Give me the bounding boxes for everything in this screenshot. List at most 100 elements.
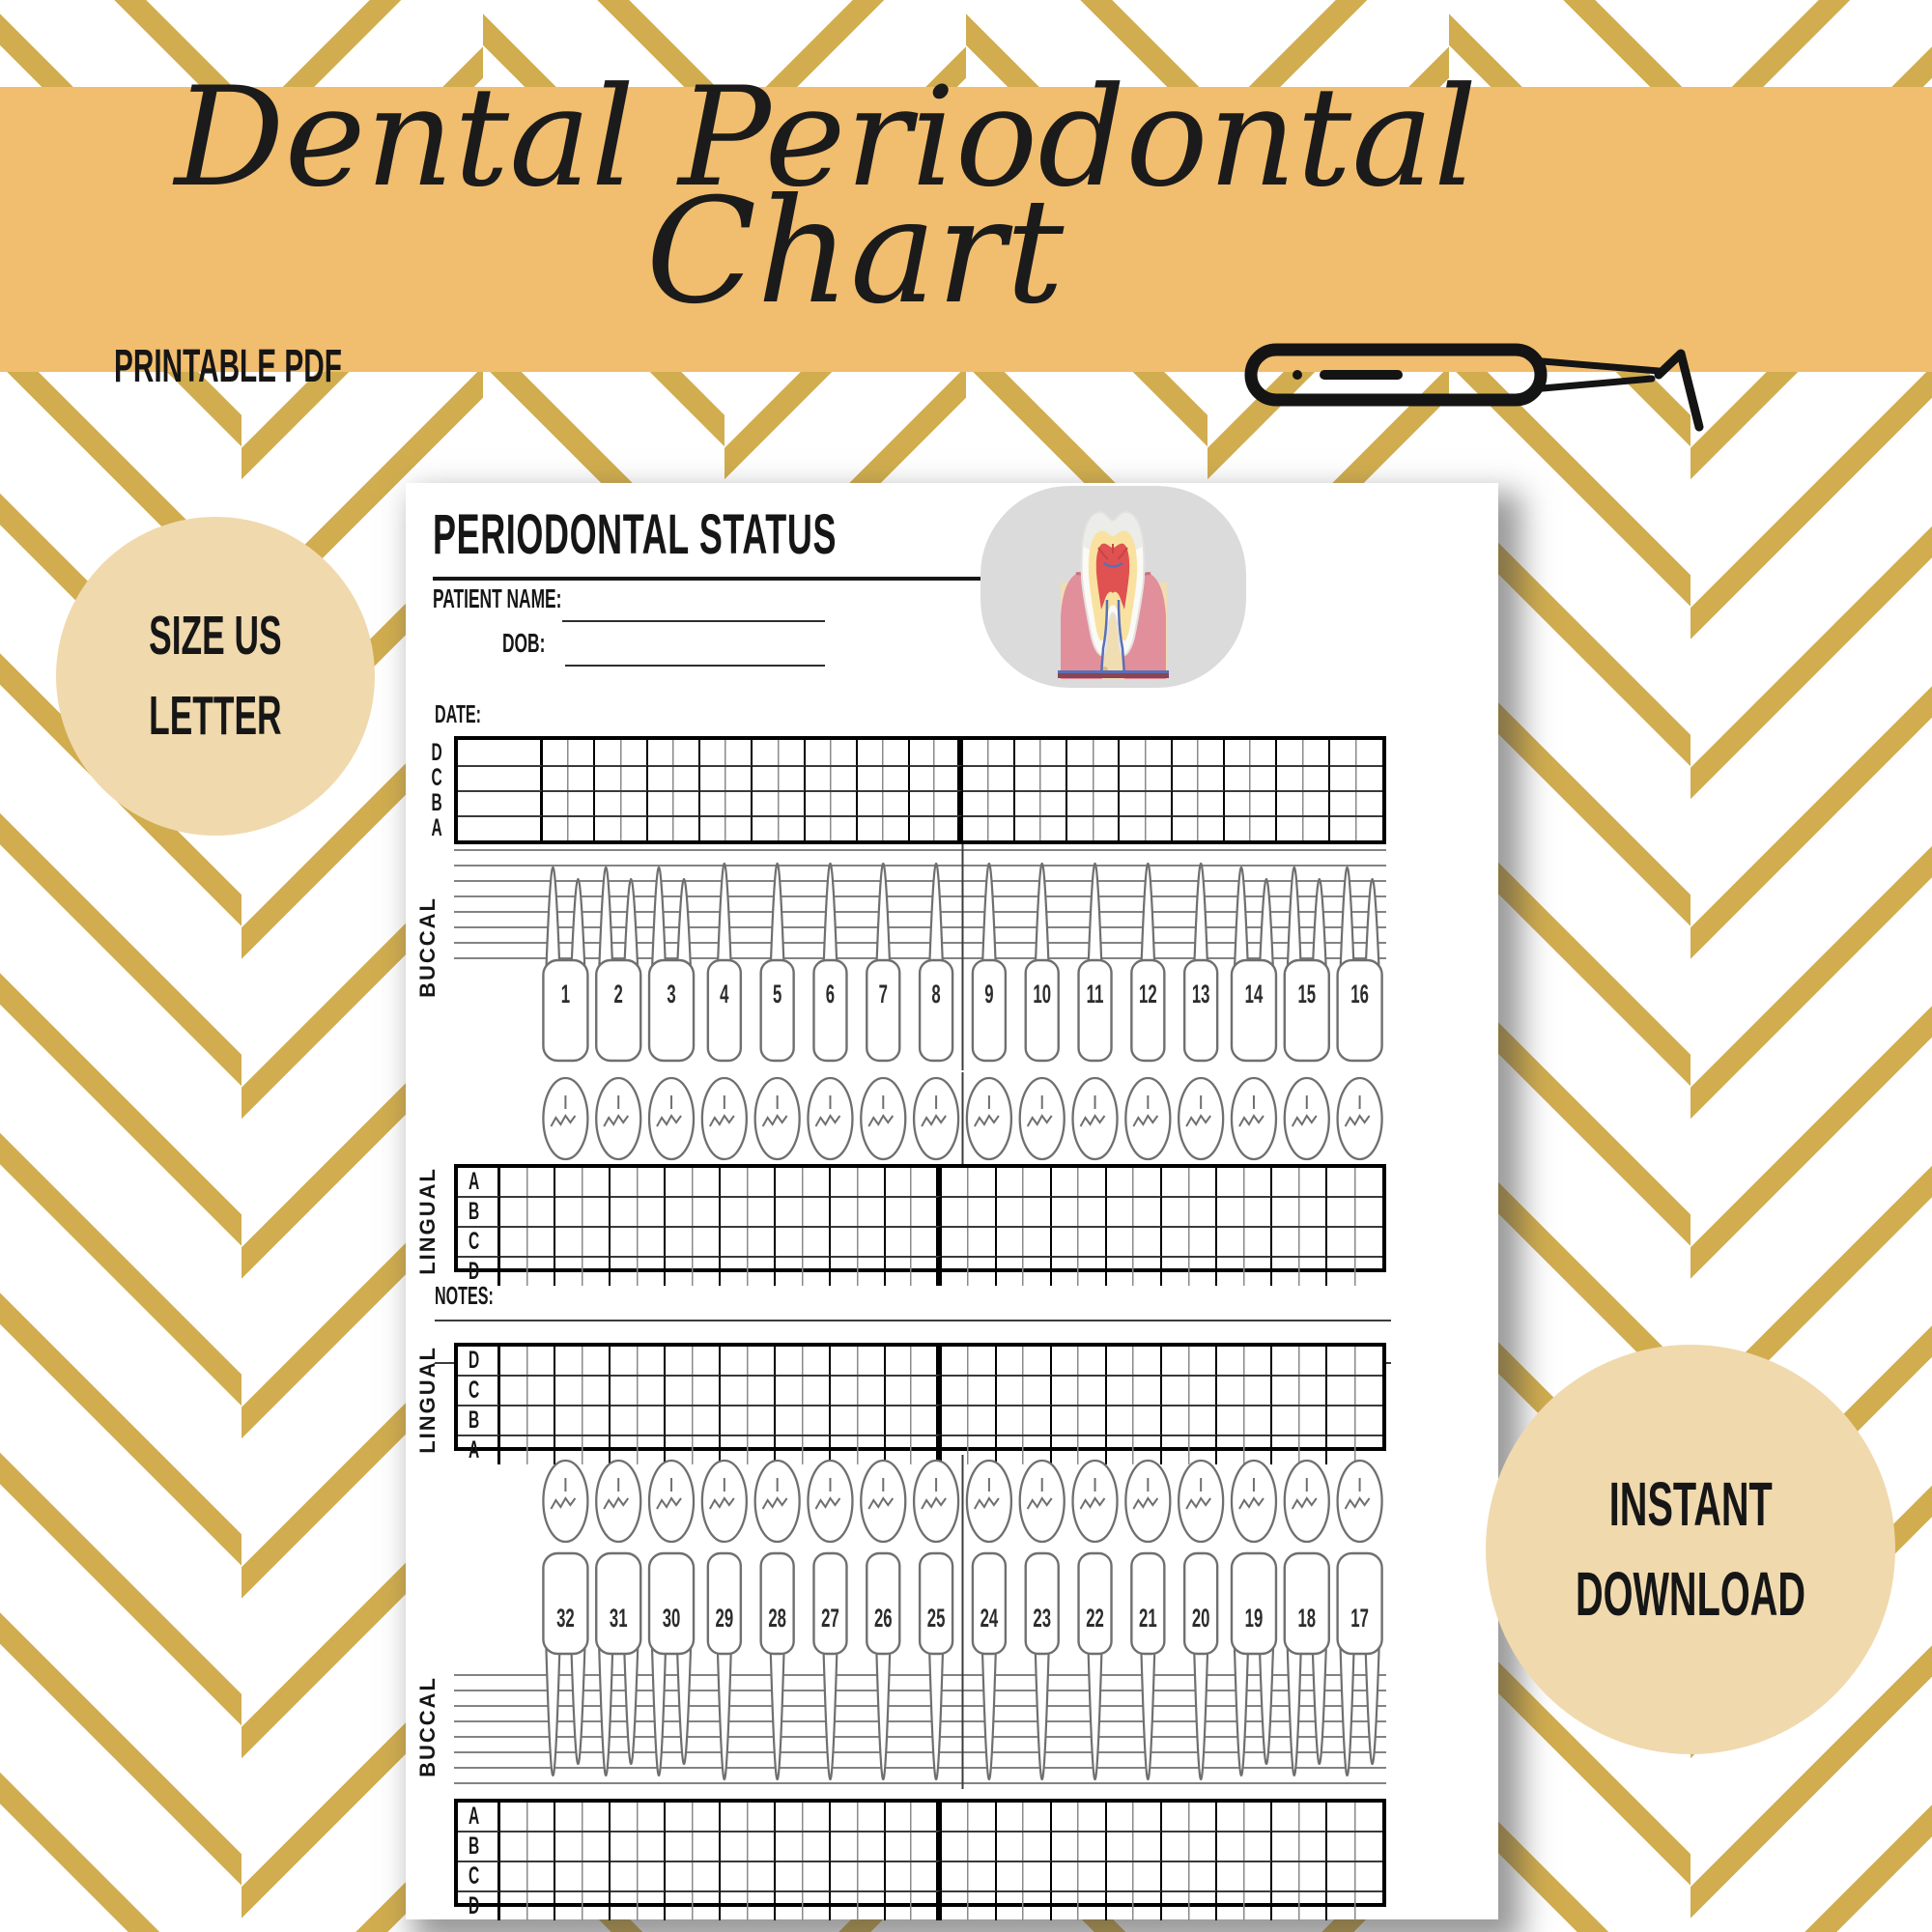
- grid-cell: A: [458, 1435, 500, 1464]
- grid-cell: [1067, 765, 1121, 790]
- grid-cell: [721, 1168, 777, 1196]
- grid-cell: [776, 1803, 832, 1831]
- grid-cell: [857, 815, 911, 840]
- grid-cell: [805, 790, 858, 815]
- printable-pdf-label: PRINTABLE PDF: [114, 341, 342, 392]
- grid-cell: [1051, 1256, 1107, 1286]
- grid-cell: [1216, 1803, 1272, 1831]
- grid-cell: B: [458, 1405, 500, 1435]
- tooth-number: 26: [874, 1604, 893, 1633]
- lower-teeth-buccal-diagram: 32 31 30 29 28 27 26 25 24 23 22 21 20 19 18 17: [454, 1546, 1386, 1789]
- grid-cell: [1106, 1347, 1162, 1375]
- grid-cell: [1051, 1405, 1107, 1435]
- grid-cell: [647, 815, 700, 840]
- grid-cell: B: [458, 1831, 500, 1861]
- grid-cell: [1326, 1435, 1382, 1464]
- grid-cell: [831, 1861, 887, 1890]
- tooth-number: 5: [773, 980, 781, 1009]
- grid-cell: [1014, 790, 1068, 815]
- grid-cell: [941, 1831, 997, 1861]
- grid-cell: [886, 1168, 942, 1196]
- tooth-number: 1: [561, 980, 570, 1009]
- grid-cell: D: [458, 1347, 500, 1375]
- upper-lingual-section-label: LINGUAL: [415, 1167, 440, 1275]
- grid-cell: [721, 1405, 777, 1435]
- grid-cell: [1014, 740, 1068, 765]
- grid-cell: [776, 1435, 832, 1464]
- grid-cell: [1277, 790, 1330, 815]
- grid-cell: [1172, 815, 1226, 840]
- grid-cell: [611, 1435, 667, 1464]
- grid-cell: [721, 1435, 777, 1464]
- dob-line: [565, 665, 825, 667]
- grid-cell: [555, 1831, 611, 1861]
- grid-cell: [1051, 1831, 1107, 1861]
- grid-cell: C: [458, 1226, 500, 1256]
- grid-cell: [721, 1831, 777, 1861]
- grid-cell: [1106, 1405, 1162, 1435]
- grid-cell: [555, 1803, 611, 1831]
- grid-cell: [555, 1375, 611, 1405]
- grid-cell: [1051, 1347, 1107, 1375]
- tooth-number: 15: [1297, 980, 1316, 1009]
- grid-cell: [941, 1347, 997, 1375]
- grid-cell: [666, 1256, 722, 1286]
- tooth-number: 31: [610, 1604, 628, 1633]
- grid-cell: [555, 1405, 611, 1435]
- grid-cell: [1106, 1375, 1162, 1405]
- tooth-number: 11: [1087, 980, 1104, 1009]
- grid-cell: [458, 765, 543, 790]
- grid-cell: [831, 1435, 887, 1464]
- lower-teeth-lingual-diagram: [542, 1455, 1383, 1548]
- grid-cell: [776, 1375, 832, 1405]
- grid-cell: C: [458, 1861, 500, 1890]
- grid-cell: [500, 1861, 556, 1890]
- grid-cell: [1216, 1405, 1272, 1435]
- grid-cell: [1106, 1226, 1162, 1256]
- grid-cell: [886, 1890, 942, 1920]
- grid-cell: [886, 1435, 942, 1464]
- grid-cell: [1326, 1226, 1382, 1256]
- grid-cell: [910, 765, 963, 790]
- grid-cell: [1014, 815, 1068, 840]
- grid-cell: [699, 790, 753, 815]
- lower-lingual-section-label: LINGUAL: [415, 1346, 440, 1454]
- grid-cell: [886, 1861, 942, 1890]
- grid-cell: [500, 1347, 556, 1375]
- grid-cell: [1277, 740, 1330, 765]
- grid-cell: [721, 1861, 777, 1890]
- grid-cell: [1271, 1405, 1327, 1435]
- grid-cell: [500, 1226, 556, 1256]
- grid-cell: [666, 1168, 722, 1196]
- document-title: PERIODONTAL STATUS: [433, 502, 1085, 581]
- tooth-number: 22: [1086, 1604, 1104, 1633]
- grid-cell: [1172, 740, 1226, 765]
- grid-cell: [1225, 765, 1278, 790]
- grid-cell: [500, 1890, 556, 1920]
- grid-cell: [647, 765, 700, 790]
- grid-cell: [886, 1803, 942, 1831]
- grid-cell: [500, 1256, 556, 1286]
- tooth-number: 28: [768, 1604, 786, 1633]
- grid-cell: [1106, 1256, 1162, 1286]
- lower-buccal-section-label: BUCCAL: [415, 1676, 440, 1777]
- grid-cell: [996, 1196, 1052, 1226]
- grid-cell: [941, 1375, 997, 1405]
- download-badge-line2: DOWNLOAD: [1575, 1559, 1806, 1629]
- grid-cell: [1106, 1196, 1162, 1226]
- grid-cell: [805, 740, 858, 765]
- grid-cell: [699, 815, 753, 840]
- patient-name-label: PATIENT NAME:: [433, 583, 562, 613]
- grid-cell: [555, 1861, 611, 1890]
- grid-cell: [753, 815, 806, 840]
- tooth-number: 12: [1139, 980, 1157, 1009]
- grid-cell: [962, 790, 1015, 815]
- grid-cell: [1161, 1226, 1217, 1256]
- grid-cell: [941, 1435, 997, 1464]
- grid-cell: [1326, 1405, 1382, 1435]
- dob-label: DOB:: [502, 628, 546, 658]
- grid-cell: [776, 1226, 832, 1256]
